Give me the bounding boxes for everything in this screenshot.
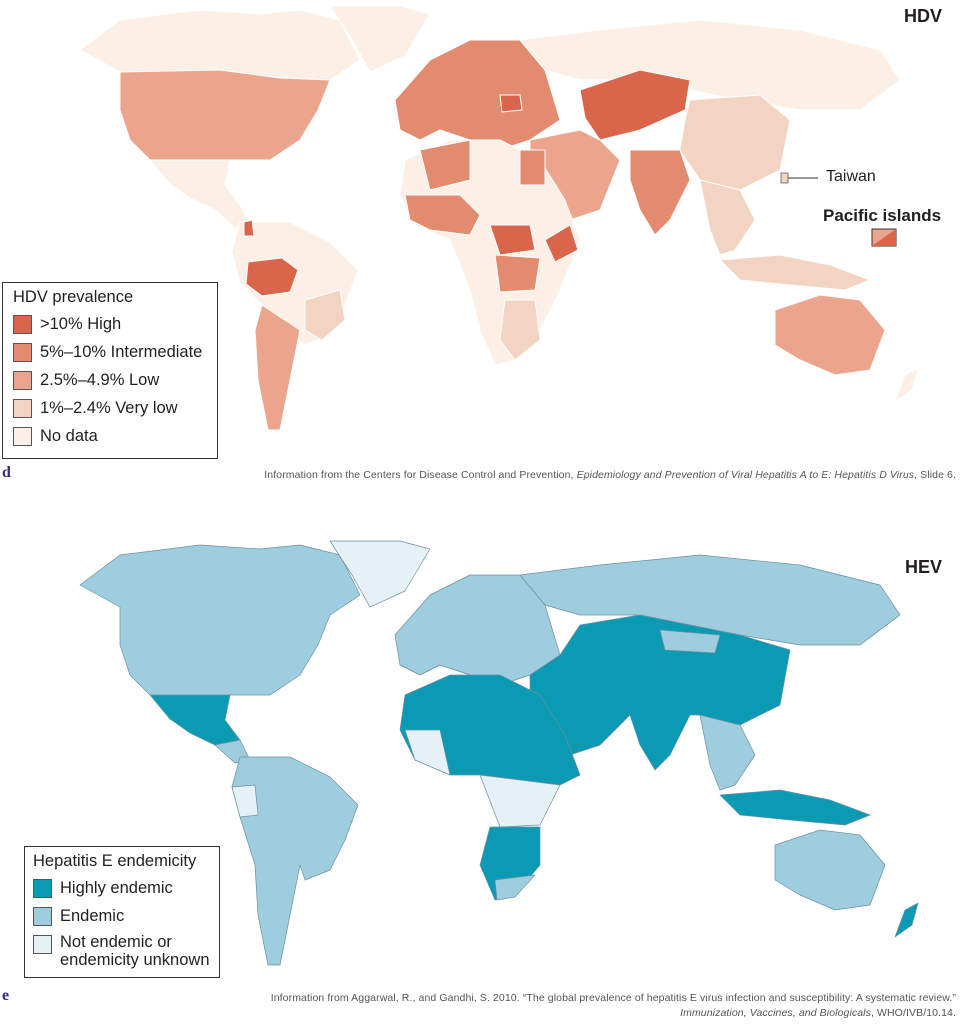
region-russia xyxy=(519,554,901,646)
hev-source-suffix: , WHO/IVB/10.14. xyxy=(870,1007,956,1019)
hdv-legend-title: HDV prevalence xyxy=(13,288,134,306)
taiwan-label: Taiwan xyxy=(826,168,876,185)
hdv-source-note: Information from the Centers for Disease… xyxy=(264,468,956,483)
hdv-legend-label: 1%–2.4% Very low xyxy=(40,399,178,417)
hdv-swatch-very-low xyxy=(13,398,32,418)
hdv-swatch-low xyxy=(13,370,32,390)
hev-legend-label-line2: endemicity unknown xyxy=(60,951,210,969)
hev-panel-letter: e xyxy=(2,987,10,1004)
region-horn-africa-high xyxy=(544,224,579,263)
hdv-legend-item-low: 2.5%–4.9% Low xyxy=(3,366,217,394)
region-brazil-east xyxy=(304,289,346,341)
hev-legend: Hepatitis E endemicity Highly endemic En… xyxy=(24,846,220,978)
region-central-africa-high xyxy=(489,224,536,256)
region-southern-africa xyxy=(499,299,541,361)
hev-source-title: Immunization, Vaccines, and Biologicals xyxy=(680,1007,871,1019)
region-eastern-europe-high xyxy=(499,94,523,113)
hev-legend-label: Endemic xyxy=(60,907,125,925)
hev-legend-item-highly-endemic: Highly endemic xyxy=(25,874,219,902)
hev-source-line2: Immunization, Vaccines, and Biologicals,… xyxy=(271,1006,956,1021)
region-new-zealand xyxy=(894,367,919,403)
region-greenland xyxy=(329,540,431,608)
hev-legend-label-line1: Not endemic or xyxy=(60,933,172,951)
region-west-africa-unknown xyxy=(404,729,451,776)
hdv-swatch-no-data xyxy=(13,426,32,446)
hev-map-title: HEV xyxy=(904,557,942,577)
hev-source-line1: Information from Aggarwal, R., and Gandh… xyxy=(270,992,956,1004)
hev-swatch-highly-endemic xyxy=(33,878,52,898)
hev-map-panel: HEV Hepatitis E endemicity Highly endemi… xyxy=(0,535,960,1026)
hdv-source-suffix: , Slide 6. xyxy=(914,469,956,481)
hdv-legend: HDV prevalence >10% High 5%–10% Intermed… xyxy=(2,282,218,459)
hdv-legend-label: 5%–10% Intermediate xyxy=(40,343,203,361)
hdv-legend-item-no-data: No data xyxy=(3,422,217,450)
region-peru-brazil-high xyxy=(245,257,299,297)
region-mongolia xyxy=(659,629,721,654)
region-india xyxy=(629,149,691,236)
hdv-legend-label: >10% High xyxy=(40,315,122,333)
region-south-africa xyxy=(494,874,536,901)
hev-legend-item-not-endemic: Not endemic or endemicity unknown xyxy=(25,930,219,973)
region-north-america xyxy=(79,544,361,698)
region-southeast-asia xyxy=(699,179,756,256)
region-southern-cone xyxy=(254,304,301,431)
hdv-legend-item-high: >10% High xyxy=(3,310,217,338)
region-new-zealand xyxy=(894,902,919,938)
region-china xyxy=(679,94,791,191)
hev-legend-label: Highly endemic xyxy=(60,879,173,897)
region-russia xyxy=(519,19,901,111)
region-west-africa xyxy=(404,194,481,236)
region-mexico xyxy=(149,694,241,746)
region-mexico xyxy=(149,159,251,229)
hev-swatch-not-endemic xyxy=(33,935,52,954)
hev-legend-item-endemic: Endemic xyxy=(25,902,219,930)
hdv-legend-label: No data xyxy=(40,427,98,445)
region-egypt xyxy=(519,149,546,186)
region-australia xyxy=(774,294,886,376)
region-central-africa xyxy=(479,774,561,828)
region-central-asia-high xyxy=(579,69,691,141)
pacific-islands-label: Pacific islands xyxy=(823,206,942,225)
region-australia xyxy=(774,829,886,911)
hdv-legend-item-very-low: 1%–2.4% Very low xyxy=(3,394,217,422)
region-south-america xyxy=(231,756,359,966)
region-canada xyxy=(79,9,361,81)
region-indonesia xyxy=(719,254,871,291)
hdv-swatch-intermediate xyxy=(13,342,32,362)
hev-source-note: Information from Aggarwal, R., and Gandh… xyxy=(271,991,956,1021)
hdv-source-title: Epidemiology and Prevention of Viral Hep… xyxy=(576,469,915,481)
region-south-america-unknown xyxy=(231,784,259,818)
hdv-source-prefix: Information from the Centers for Disease… xyxy=(264,469,577,481)
region-east-africa xyxy=(494,254,541,293)
hev-world-map xyxy=(79,540,919,966)
region-greenland xyxy=(329,5,431,73)
hdv-swatch-high xyxy=(13,314,32,334)
hdv-map-panel: HDV Taiwan Pacific islands HDV prevalenc… xyxy=(0,0,960,490)
region-indonesia xyxy=(719,789,871,826)
pacific-islands-swatch xyxy=(871,228,897,247)
region-southeast-asia xyxy=(699,714,756,791)
hev-swatch-endemic xyxy=(33,906,52,926)
hev-legend-label: Not endemic or endemicity unknown xyxy=(60,933,210,969)
hdv-world-map xyxy=(79,5,919,431)
region-usa xyxy=(119,69,331,163)
hdv-legend-item-intermediate: 5%–10% Intermediate xyxy=(3,338,217,366)
region-venezuela-high xyxy=(243,219,255,237)
region-north-africa xyxy=(419,139,471,191)
hdv-legend-label: 2.5%–4.9% Low xyxy=(40,371,160,389)
hdv-panel-letter: d xyxy=(2,464,11,481)
taiwan-marker xyxy=(780,172,789,184)
hev-legend-title: Hepatitis E endemicity xyxy=(33,852,197,870)
hdv-map-title: HDV xyxy=(903,6,942,26)
